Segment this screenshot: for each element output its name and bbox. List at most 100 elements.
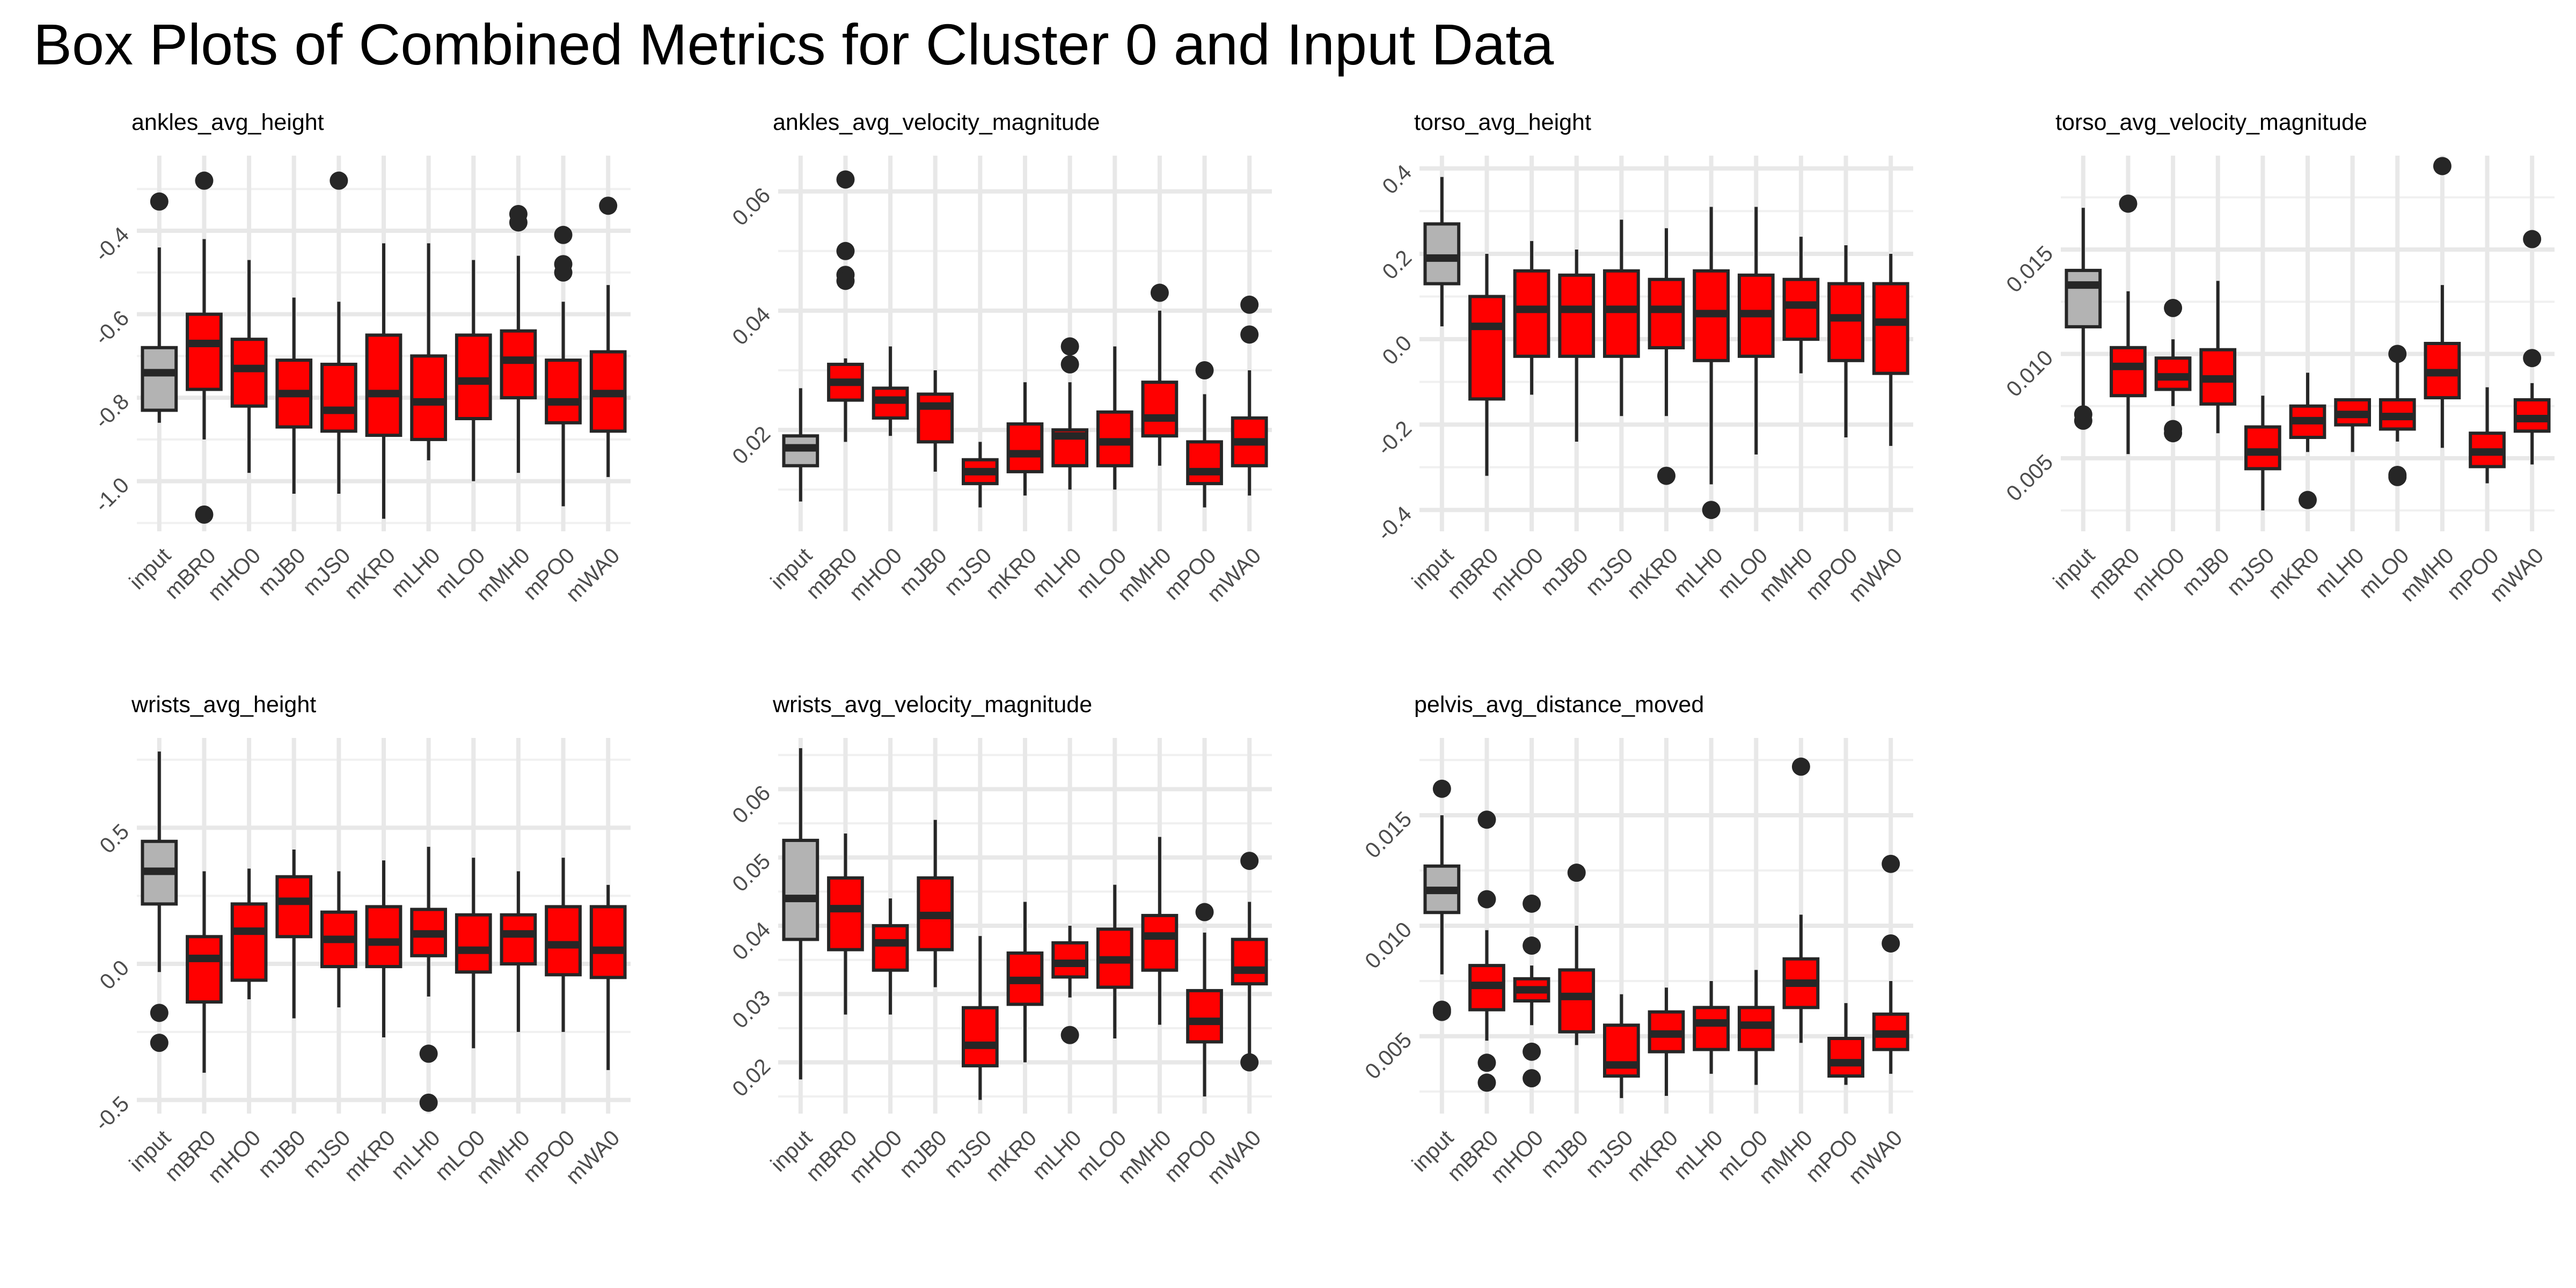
y-tick-label: -0.6: [90, 305, 134, 349]
box-mKR0: [1648, 987, 1685, 1096]
box-mMH0: [1141, 283, 1179, 466]
box-mPO0: [1186, 361, 1223, 508]
outlier-point: [419, 1093, 438, 1112]
x-tick-label: mKR0: [980, 543, 1041, 604]
box-input: [1423, 177, 1461, 327]
box-mLH0: [1693, 980, 1730, 1074]
box-mLO0: [455, 858, 492, 1049]
box-body: [1693, 1006, 1730, 1051]
box-mJB0: [275, 297, 313, 494]
box-mJB0: [917, 370, 954, 472]
y-tick-label: 0.010: [2001, 345, 2058, 401]
box-input: [782, 748, 819, 1080]
y-tick-label: 0.02: [727, 1053, 775, 1101]
box-body: [230, 902, 268, 982]
box-mMH0: [500, 204, 537, 473]
y-tick-label: 0.005: [2001, 450, 2058, 506]
box-mBR0: [827, 170, 864, 442]
box-mJS0: [962, 442, 999, 508]
box-body: [500, 913, 537, 966]
box-mJB0: [275, 849, 313, 1019]
box-body: [230, 338, 268, 408]
box-body: [1872, 282, 1909, 375]
y-tick-label: 0.005: [1360, 1028, 1416, 1084]
x-tick-label: mKR0: [2263, 543, 2324, 604]
box-mWA0: [589, 196, 627, 477]
box-input: [141, 192, 178, 423]
box-mWA0: [1872, 253, 1909, 446]
box-mKR0: [365, 860, 402, 1037]
outlier-point: [1477, 1073, 1496, 1092]
box-mMH0: [1782, 237, 1820, 374]
box-input: [2065, 208, 2102, 430]
outlier-point: [836, 241, 855, 260]
box-mBR0: [1468, 253, 1505, 476]
box-mHO0: [230, 260, 268, 473]
panel-title: wrists_avg_height: [131, 692, 316, 718]
box-mLH0: [2334, 398, 2372, 452]
box-body: [2244, 425, 2281, 471]
box-body: [410, 354, 447, 441]
box-body: [827, 876, 864, 952]
box-mWA0: [1231, 295, 1268, 496]
panel-pelvis_avg_distance_moved: pelvis_avg_distance_moved 0.005 0.010 0.015…: [1360, 692, 1913, 1189]
box-input: [141, 751, 178, 1052]
outlier-point: [1523, 1069, 1541, 1088]
box-body: [365, 333, 402, 437]
box-mBR0: [1468, 810, 1505, 1092]
box-body: [1558, 968, 1596, 1034]
x-tick-label: mLH0: [386, 543, 445, 602]
outlier-point: [1240, 295, 1259, 314]
outlier-point: [599, 196, 618, 215]
box-mKR0: [1648, 228, 1685, 485]
y-tick-label: 0.04: [727, 302, 775, 350]
box-mJS0: [962, 936, 999, 1100]
box-mBR0: [186, 171, 223, 524]
chart-title: Box Plots of Combined Metrics for Cluste…: [33, 12, 1554, 77]
box-mBR0: [186, 871, 223, 1073]
outlier-point: [419, 1044, 438, 1063]
x-tick-label: mLH0: [1668, 543, 1728, 602]
x-tick-label: mLH0: [1668, 1125, 1728, 1184]
box-mLH0: [410, 846, 447, 1112]
box-mWA0: [589, 884, 627, 1070]
box-body: [1186, 989, 1223, 1044]
outlier-point: [1060, 355, 1079, 374]
panel-title: torso_avg_velocity_magnitude: [2055, 109, 2367, 135]
box-body: [1603, 269, 1640, 358]
box-body: [545, 358, 582, 425]
outlier-point: [1882, 854, 1900, 873]
outlier-point: [150, 1034, 169, 1052]
box-mBR0: [2110, 194, 2147, 455]
outlier-point: [1702, 501, 1721, 519]
box-body: [141, 346, 178, 412]
box-body: [872, 924, 909, 972]
box-mJS0: [320, 871, 357, 1008]
outlier-point: [1240, 1053, 1259, 1072]
box-mLO0: [2379, 345, 2416, 486]
box-mLO0: [1096, 884, 1133, 1038]
x-tick-label: mKR0: [1622, 543, 1682, 604]
outlier-point: [836, 170, 855, 189]
box-body: [1827, 282, 1864, 362]
outlier-point: [150, 192, 169, 211]
outlier-point: [2164, 424, 2183, 443]
box-body: [1468, 295, 1505, 401]
y-tick-label: 0.015: [2001, 241, 2058, 297]
box-body: [782, 838, 819, 941]
outlier-point: [1432, 1002, 1451, 1021]
panel-title: ankles_avg_velocity_magnitude: [773, 109, 1100, 135]
y-tick-label: -0.5: [90, 1091, 134, 1135]
outlier-point: [1432, 779, 1451, 798]
outlier-point: [1150, 283, 1169, 302]
y-tick-label: 0.05: [727, 848, 775, 896]
box-mKR0: [1006, 902, 1044, 1063]
outlier-point: [2119, 194, 2138, 213]
box-mJB0: [1558, 863, 1596, 1045]
panel-title: torso_avg_height: [1414, 109, 1591, 135]
box-mLO0: [1096, 346, 1133, 490]
outlier-point: [1240, 325, 1259, 344]
y-tick-label: 0.015: [1360, 807, 1416, 863]
